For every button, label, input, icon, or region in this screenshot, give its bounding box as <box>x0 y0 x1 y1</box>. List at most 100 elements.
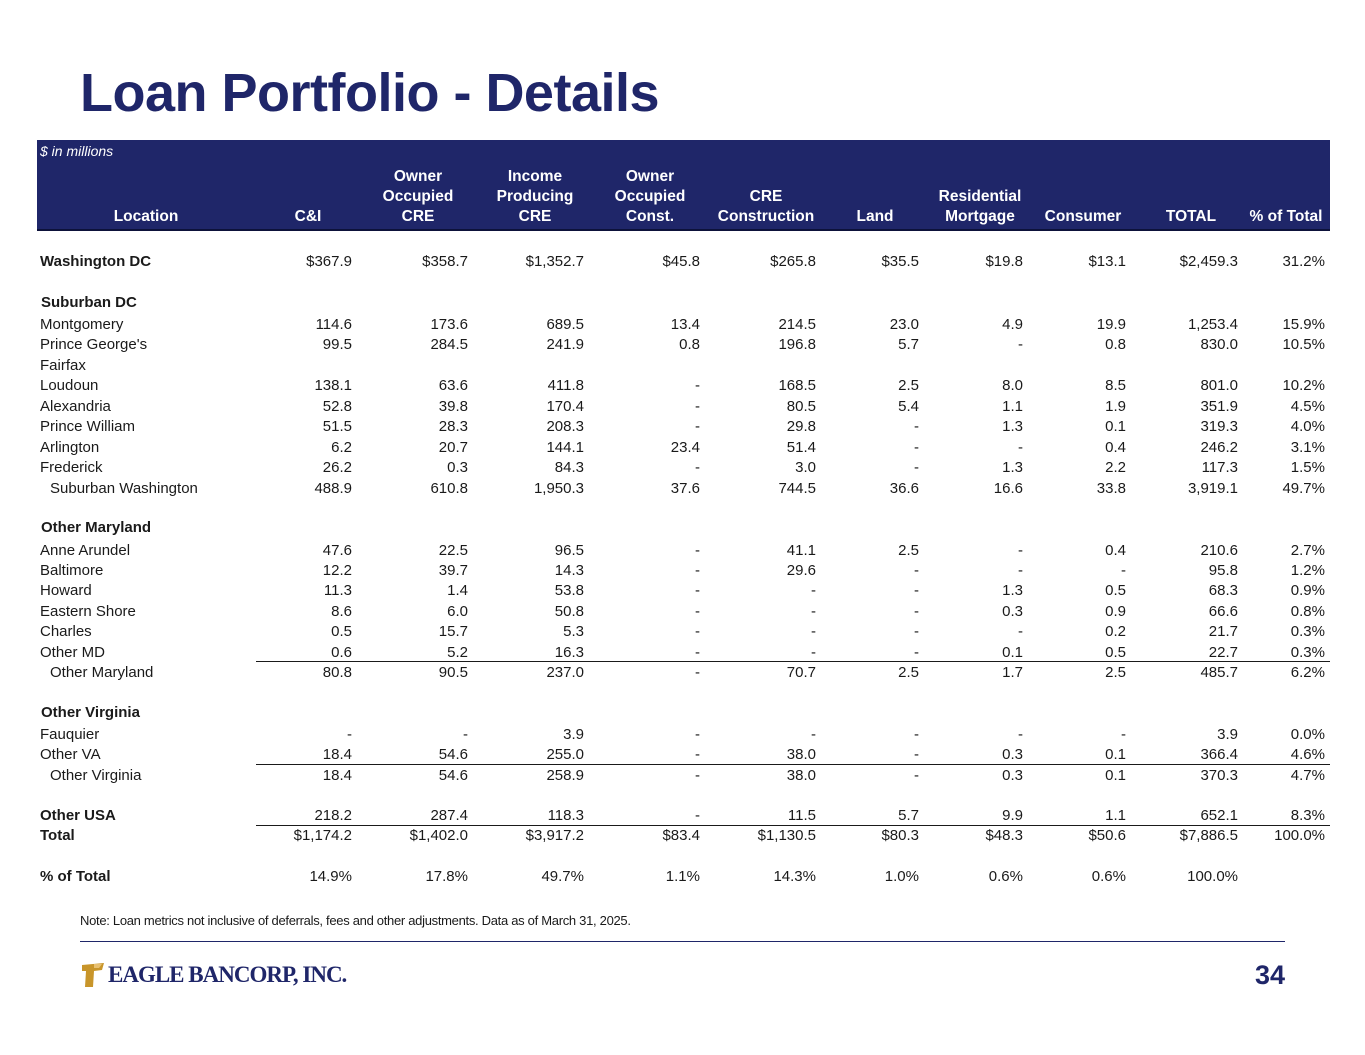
cell-crec: 214.5 <box>778 316 816 333</box>
row-label: Prince George's <box>40 336 148 353</box>
cell-pct: 0.9% <box>1290 582 1325 599</box>
cell-pct: 2.7% <box>1290 542 1325 559</box>
cell-ci: - <box>347 726 352 743</box>
cell-ooc: - <box>695 664 700 681</box>
column-header-loc: Location <box>113 208 179 225</box>
cell-ipcre: 16.3 <box>554 644 584 661</box>
cell-cons: 2.2 <box>1105 459 1126 476</box>
table-row: Other Virginia 18.4 54.6 258.9 - 38.0 - 0.3 0.1 3… <box>0 766 1365 786</box>
cell-ci: 0.5 <box>331 623 352 640</box>
cell-total: 100.0% <box>1187 868 1238 885</box>
cell-ci: 114.6 <box>315 316 352 333</box>
cell-resm: $48.3 <box>985 827 1023 844</box>
cell-crec: 70.7 <box>786 664 816 681</box>
cell-resm: 0.6% <box>988 868 1023 885</box>
cell-ci: 12.2 <box>322 562 352 579</box>
row-label: Fairfax <box>40 357 86 374</box>
cell-cons: $13.1 <box>1088 253 1126 270</box>
row-label: Frederick <box>40 459 103 476</box>
table-row: Anne Arundel 47.6 22.5 96.5 - 41.1 2.5 - 0.4 210.… <box>0 541 1365 561</box>
cell-pct: 100.0% <box>1274 827 1325 844</box>
cell-total: 1,253.4 <box>1187 316 1238 333</box>
cell-ipcre: 84.3 <box>554 459 584 476</box>
cell-land: - <box>914 459 919 476</box>
cell-pct: 49.7% <box>1282 480 1325 497</box>
cell-resm: 1.1 <box>1002 398 1023 415</box>
cell-crec: - <box>811 623 816 640</box>
column-header-ci: C&I <box>294 208 322 225</box>
cell-oocre: 90.5 <box>438 664 468 681</box>
cell-ci: 26.2 <box>322 459 352 476</box>
cell-resm: 0.3 <box>1002 603 1023 620</box>
cell-pct: 10.5% <box>1282 336 1325 353</box>
cell-resm: - <box>1018 562 1023 579</box>
cell-ipcre: 208.3 <box>546 418 584 435</box>
cell-ci: 99.5 <box>322 336 352 353</box>
table-row: Howard 11.3 1.4 53.8 - - - 1.3 0.5 68.3 0.9% <box>0 581 1365 601</box>
cell-land: 23.0 <box>889 316 919 333</box>
cell-total: 3.9 <box>1217 726 1238 743</box>
eagle-icon <box>82 963 104 987</box>
row-label: Other USA <box>40 807 116 824</box>
cell-resm: - <box>1018 439 1023 456</box>
cell-ci: 11.3 <box>323 582 352 599</box>
row-label: Anne Arundel <box>40 542 131 559</box>
row-label: Washington DC <box>40 253 152 270</box>
cell-ooc: - <box>695 807 700 824</box>
cell-ooc: - <box>695 603 700 620</box>
cell-resm: 16.6 <box>993 480 1023 497</box>
cell-pct: 4.6% <box>1290 746 1325 763</box>
cell-cons: 19.9 <box>1096 316 1126 333</box>
subtotal-rule <box>256 764 1330 765</box>
row-label: Other Virginia <box>50 767 142 784</box>
cell-oocre: $358.7 <box>422 253 468 270</box>
cell-total: 485.7 <box>1200 664 1238 681</box>
cell-oocre: 173.6 <box>430 316 468 333</box>
row-label: Other Maryland <box>41 519 152 536</box>
cell-ooc: 0.8 <box>679 336 700 353</box>
cell-total: 319.3 <box>1200 418 1238 435</box>
cell-total: 246.2 <box>1200 439 1238 456</box>
cell-ipcre: 237.0 <box>546 664 584 681</box>
cell-ipcre: 241.9 <box>546 336 584 353</box>
cell-ipcre: 689.5 <box>546 316 584 333</box>
cell-pct: 10.2% <box>1282 377 1325 394</box>
cell-total: 95.8 <box>1208 562 1238 579</box>
column-header-cons: Consumer <box>1044 208 1122 225</box>
cell-total: 66.6 <box>1208 603 1238 620</box>
cell-resm: 1.3 <box>1002 459 1023 476</box>
column-header-land: Land <box>856 208 894 225</box>
cell-resm: - <box>1018 336 1023 353</box>
cell-ooc: - <box>695 459 700 476</box>
cell-cons: 0.8 <box>1105 336 1126 353</box>
row-label: Other MD <box>40 644 106 661</box>
cell-ci: 0.6 <box>331 644 352 661</box>
cell-total: 3,919.1 <box>1187 480 1238 497</box>
subtotal-rule <box>256 825 1330 826</box>
cell-oocre: 28.3 <box>438 418 468 435</box>
cell-cons: 33.8 <box>1096 480 1126 497</box>
cell-ipcre: 170.4 <box>546 398 584 415</box>
cell-resm: - <box>1018 623 1023 640</box>
cell-ci: $1,174.2 <box>293 827 352 844</box>
cell-ooc: - <box>695 377 700 394</box>
cell-cons: 0.6% <box>1091 868 1126 885</box>
cell-land: - <box>914 582 919 599</box>
cell-cons: 8.5 <box>1105 377 1126 394</box>
table-row: Prince George's 99.5 284.5 241.9 0.8 196.8 5.7… <box>0 335 1365 355</box>
cell-crec: $1,130.5 <box>757 827 816 844</box>
row-label: Fauquier <box>40 726 100 743</box>
cell-total: 351.9 <box>1200 398 1238 415</box>
cell-oocre: 54.6 <box>438 767 468 784</box>
cell-cons: 0.9 <box>1105 603 1126 620</box>
cell-ci: $367.9 <box>306 253 352 270</box>
column-header-crec: CRE Construction <box>717 188 815 225</box>
cell-ci: 218.2 <box>314 807 352 824</box>
cell-land: - <box>914 603 919 620</box>
row-label: Montgomery <box>40 316 124 333</box>
cell-ci: 18.4 <box>322 746 352 763</box>
cell-ipcre: 49.7% <box>541 868 584 885</box>
cell-crec: 196.8 <box>778 336 816 353</box>
row-label: Prince William <box>40 418 136 435</box>
table-row: Total $1,174.2 $1,402.0 $3,917.2 $83.4 $1,130… <box>0 826 1365 846</box>
